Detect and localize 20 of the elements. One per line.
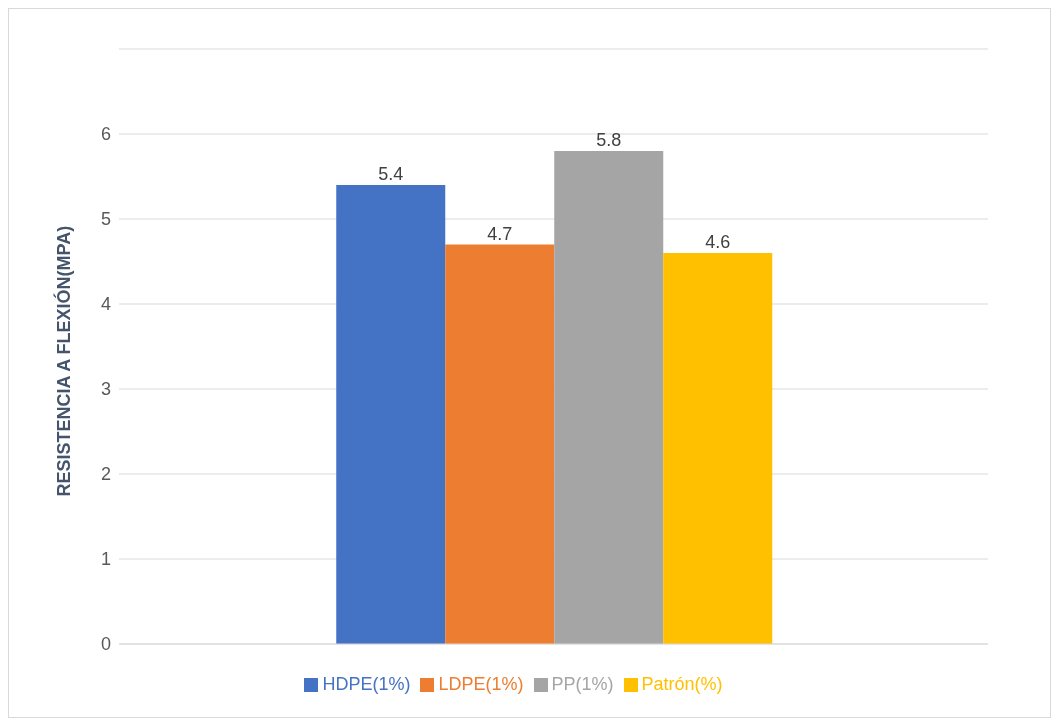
data-label: 5.4 — [378, 164, 404, 184]
bar — [445, 244, 555, 644]
y-tick-label: 3 — [100, 379, 111, 400]
bar — [336, 185, 446, 644]
y-axis-title: RESISTENCIA A FLEXIÓN(MPA) — [53, 225, 75, 497]
legend-label: HDPE(1%) — [322, 674, 411, 694]
y-tick-label: 2 — [100, 464, 111, 485]
bar — [554, 151, 664, 644]
y-tick-label: 0 — [100, 634, 111, 655]
data-label: 4.7 — [487, 223, 513, 244]
y-tick-label: 5 — [100, 209, 111, 230]
bar — [663, 253, 773, 644]
y-tick-label: 4 — [100, 294, 111, 315]
legend-label: PP(1%) — [551, 674, 614, 694]
legend-label: LDPE(1%) — [438, 674, 524, 694]
data-label: 5.8 — [596, 130, 622, 150]
y-tick-label: 6 — [100, 124, 111, 145]
legend-label: Patrón(%) — [641, 674, 723, 694]
y-tick-label: 1 — [100, 549, 111, 570]
data-label: 4.6 — [705, 232, 731, 252]
